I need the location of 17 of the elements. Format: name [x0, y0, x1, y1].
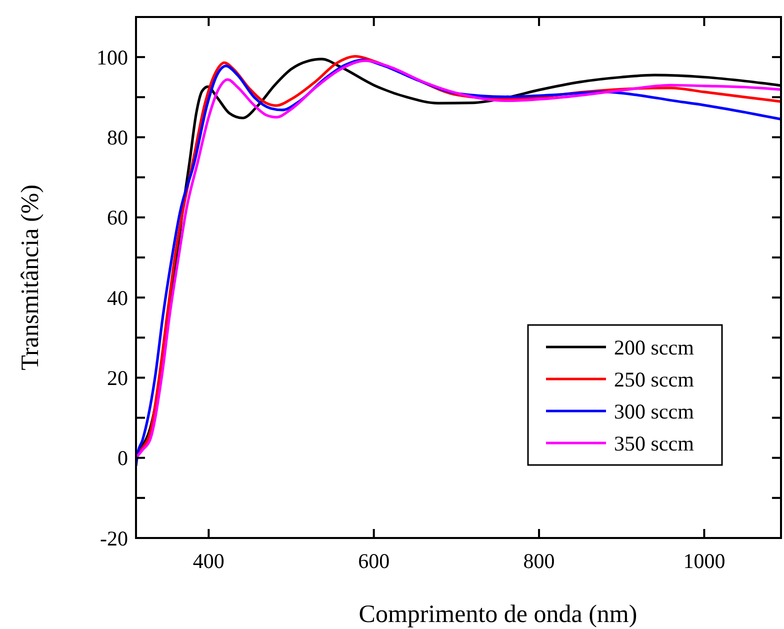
legend-label: 250 sccm	[614, 367, 694, 392]
legend-label: 350 sccm	[614, 431, 694, 456]
y-tick-label: 100	[96, 45, 128, 70]
y-tick-label: 40	[107, 286, 128, 310]
y-tick-label: 0	[118, 446, 128, 470]
x-tick-label: 400	[192, 549, 224, 573]
legend-label: 300 sccm	[614, 399, 694, 424]
x-axis-title: Comprimento de onda (nm)	[358, 601, 638, 628]
x-tick-label: 1000	[683, 549, 726, 573]
legend-label: 200 sccm	[614, 335, 694, 360]
y-tick-label: -20	[100, 526, 128, 550]
y-tick-label: 60	[107, 206, 128, 230]
x-tick-label: 600	[358, 549, 390, 573]
x-tick-label: 800	[523, 549, 555, 573]
y-tick-label: 20	[107, 366, 128, 390]
y-axis-title: Transmitância (%)	[17, 184, 44, 370]
y-tick-label: 80	[107, 126, 128, 150]
